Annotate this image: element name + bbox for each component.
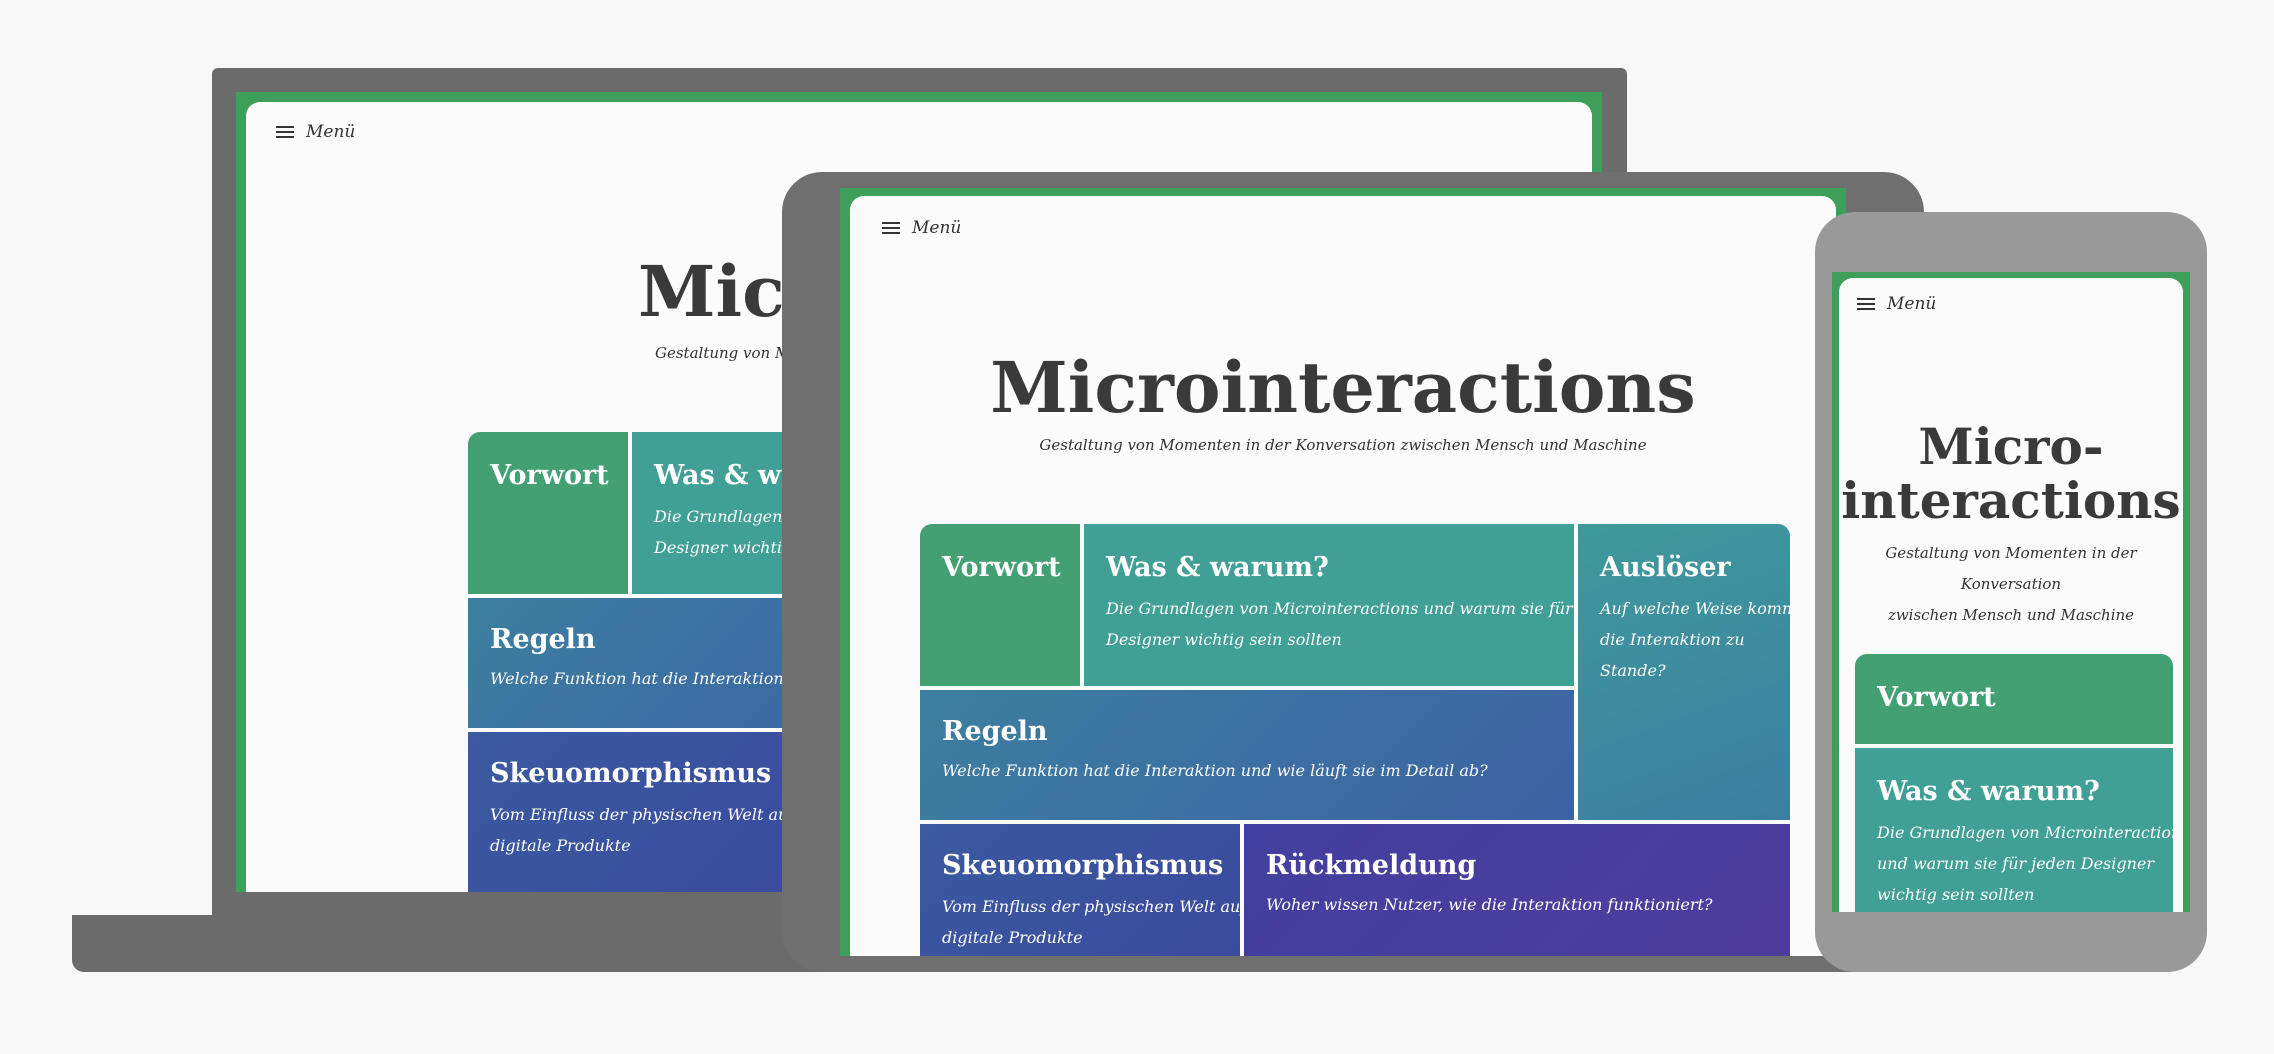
page-title: Micro- interactions xyxy=(1841,417,2181,530)
menu-label: Menü xyxy=(306,122,356,142)
tile-description: Vom Einfluss der physischen Welt auf dig… xyxy=(490,805,795,855)
tile-title: Vorwort xyxy=(942,552,1061,583)
tile-regeln[interactable]: Regeln Welche Funktion hat die Interakti… xyxy=(920,690,1574,820)
tile-title: Skeuomorphismus xyxy=(942,850,1224,881)
tile-was-warum[interactable]: Was & warum? Die Grundlagen von Microint… xyxy=(1084,524,1574,686)
tile-title: Was & wa xyxy=(654,460,799,491)
page-subtitle: Gestaltung von Momenten in der Konversat… xyxy=(1885,544,2137,624)
page-title: Microinteractions xyxy=(990,346,1696,429)
tile-description: Welche Funktion hat die Interaktion und … xyxy=(942,761,1488,780)
hamburger-icon xyxy=(882,221,900,235)
tile-title: Skeuomorphismus xyxy=(490,758,772,789)
menu-button[interactable]: Menü xyxy=(882,218,961,238)
tile-skeuomorphismus[interactable]: Skeuomorphismus Vom Einfluss der physisc… xyxy=(468,732,832,892)
tile-vorwort[interactable]: Vorwort xyxy=(920,524,1080,686)
page-subtitle: Gestaltung von Mo xyxy=(655,344,800,362)
tablet-screen: Menü Microinteractions Gestaltung von Mo… xyxy=(850,196,1836,956)
hamburger-icon xyxy=(1857,297,1875,311)
tile-title: Vorwort xyxy=(1877,682,1996,713)
tile-description: Vom Einfluss der physischen Welt auf dig… xyxy=(942,897,1240,947)
menu-label: Menü xyxy=(1887,294,1937,314)
tile-regeln[interactable]: Regeln Welche Funktion hat die Interakti… xyxy=(468,598,832,728)
tile-title: Was & warum? xyxy=(1106,552,1329,583)
tile-description: Auf welche Weise kommt die Interaktion z… xyxy=(1600,599,1790,680)
tile-title: Was & warum? xyxy=(1877,776,2100,807)
tile-ausloeser[interactable]: Auslöser Auf welche Weise kommt die Inte… xyxy=(1578,524,1790,820)
phone-screen-frame: Menü Micro- interactions Gestaltung von … xyxy=(1832,272,2190,912)
hamburger-icon xyxy=(276,125,294,139)
tile-vorwort[interactable]: Vorwort xyxy=(1855,654,2173,744)
tile-vorwort[interactable]: Vorwort xyxy=(468,432,628,594)
tile-description: Woher wissen Nutzer, wie die Interaktion… xyxy=(1266,895,1713,914)
tile-title: Rückmeldung xyxy=(1266,850,1477,881)
tile-title: Regeln xyxy=(490,624,596,655)
tile-description: Die Grundlagen von Microinteractions und… xyxy=(1106,599,1574,649)
menu-button[interactable]: Menü xyxy=(276,122,355,142)
tile-description: Die Grundlagen von Microinteractions und… xyxy=(1877,823,2173,904)
menu-button[interactable]: Menü xyxy=(1857,294,1936,314)
tile-title: Regeln xyxy=(942,716,1048,747)
tile-skeuomorphismus[interactable]: Skeuomorphismus Vom Einfluss der physisc… xyxy=(920,824,1240,956)
menu-label: Menü xyxy=(912,218,962,238)
phone-screen: Menü Micro- interactions Gestaltung von … xyxy=(1839,278,2183,912)
tile-title: Vorwort xyxy=(490,460,609,491)
page-subtitle: Gestaltung von Momenten in der Konversat… xyxy=(1039,436,1647,454)
tile-description: Die Grundlagen vo Designer wichtig se xyxy=(654,507,816,557)
tablet-screen-frame: Menü Microinteractions Gestaltung von Mo… xyxy=(840,188,1846,956)
tile-title: Auslöser xyxy=(1600,552,1731,583)
tile-description: Welche Funktion hat die Interaktion und … xyxy=(490,669,832,688)
tile-was-warum[interactable]: Was & warum? Die Grundlagen von Microint… xyxy=(1855,748,2173,912)
tile-rueckmeldung[interactable]: Rückmeldung Woher wissen Nutzer, wie die… xyxy=(1244,824,1790,956)
